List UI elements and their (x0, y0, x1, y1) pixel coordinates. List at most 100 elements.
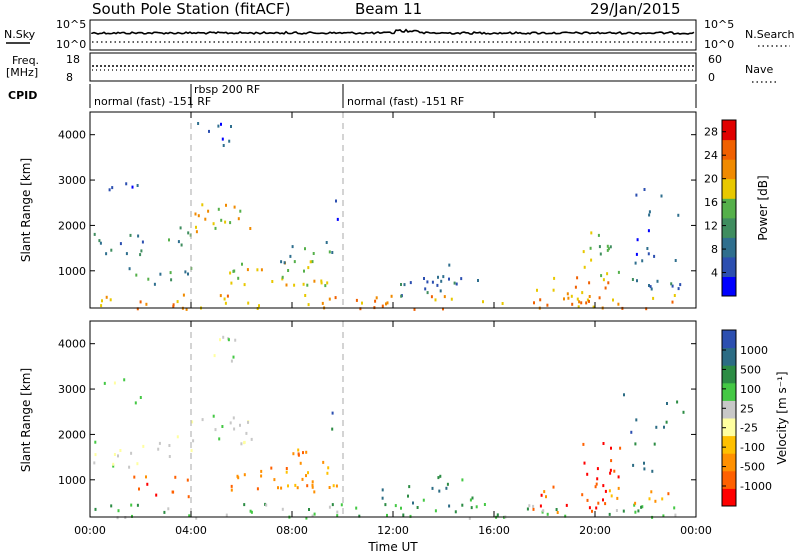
velocity-cell (674, 513, 677, 517)
velocity-cell (218, 437, 221, 441)
power-cell (400, 294, 403, 298)
power-cell (136, 307, 139, 311)
velocity-cell (270, 466, 273, 470)
velocity-cell (296, 486, 299, 490)
power-cell (355, 298, 358, 302)
velocity-cell (136, 503, 139, 507)
velocity-cell (222, 335, 225, 339)
velocity-cell (307, 471, 309, 475)
velocity-colorbar-swatch (722, 400, 736, 419)
power-cell (320, 279, 323, 283)
power-cell (239, 209, 242, 213)
velocity-cell (437, 476, 440, 480)
power-cell (247, 301, 250, 305)
power-colorbar-swatch (722, 256, 736, 277)
velocity-cell (113, 453, 116, 456)
velocity-cell (131, 514, 133, 518)
velocity-cell (545, 495, 547, 499)
power-colorbar-label: Power [dB] (756, 175, 770, 240)
power-cell (111, 186, 114, 190)
velocity-cell (128, 465, 131, 469)
velocity-cell (313, 512, 316, 516)
power-cell (424, 287, 427, 291)
velocity-cell (582, 442, 585, 446)
power-cell (440, 279, 443, 283)
velocity-cell (475, 505, 478, 509)
velocity-cell (168, 455, 171, 458)
power-panel: 1000 2000 3000 4000 Slant Range [km] 4 8 12 16… (19, 111, 770, 311)
nsky-panel: N.Sky 10^5 10^0 10^5 10^0 N.Search (4, 18, 795, 51)
velocity-cell (234, 338, 237, 342)
velocity-cell (280, 486, 283, 490)
velocity-cell (637, 509, 640, 513)
power-cell (645, 307, 648, 311)
velocity-cell (633, 503, 636, 507)
power-cell (309, 260, 312, 264)
power-colorbar-tick-label: 4 (711, 267, 718, 280)
freq-tick-bottom: 8 (66, 71, 73, 84)
power-cell (671, 284, 674, 288)
power-cell (607, 247, 610, 251)
y-tick-label: 4000 (58, 338, 86, 351)
velocity-cell (448, 504, 451, 508)
cpid-segment-1: normal (fast) -151 RF (94, 95, 211, 108)
x-tick-label: 00:00 (680, 524, 712, 537)
velocity-cell (381, 488, 384, 492)
power-cell (648, 210, 651, 214)
velocity-cell (654, 499, 657, 503)
power-cell (578, 300, 581, 304)
velocity-cell (240, 442, 243, 446)
power-cell (246, 268, 249, 272)
x-tick-label: 04:00 (175, 524, 207, 537)
velocity-colorbar-swatch (722, 470, 736, 489)
velocity-colorbar-tick-label: 25 (740, 402, 754, 415)
power-cell (646, 247, 649, 250)
velocity-colorbar-swatch (722, 347, 736, 366)
velocity-cell (623, 393, 625, 397)
velocity-cell (666, 402, 668, 405)
power-cell (590, 231, 593, 235)
velocity-cell (409, 514, 412, 518)
power-colorbar-tick-label: 8 (711, 243, 718, 256)
velocity-cell (604, 502, 607, 506)
velocity-cell (233, 427, 236, 431)
velocity-cell (187, 495, 190, 499)
power-cell (131, 185, 134, 189)
power-cell (177, 240, 180, 244)
power-cell (450, 297, 453, 301)
power-cell (576, 297, 579, 301)
velocity-cell (155, 493, 158, 497)
velocity-cell (305, 450, 308, 454)
velocity-cell (158, 441, 161, 445)
velocity-colorbar-swatch (722, 453, 736, 472)
velocity-cell (596, 467, 599, 471)
velocity-cell (602, 484, 605, 488)
velocity-cell (609, 468, 612, 472)
power-cell (229, 221, 232, 225)
power-cell (571, 302, 574, 306)
velocity-colorbar-tick-label: -500 (740, 461, 765, 474)
power-cell (176, 300, 179, 304)
velocity-cell (331, 411, 334, 415)
power-cell (553, 276, 556, 280)
power-cell (635, 193, 638, 197)
power-cell (599, 252, 602, 256)
velocity-cell (103, 381, 106, 385)
velocity-cell (130, 503, 133, 507)
power-cell (293, 283, 296, 287)
power-cell (533, 301, 535, 305)
power-colorbar-swatch (722, 139, 736, 160)
velocity-cell (400, 506, 402, 510)
power-cell (386, 301, 389, 305)
power-cell (653, 254, 656, 258)
power-cell (180, 243, 183, 247)
power-cell (140, 249, 143, 253)
power-cell (636, 279, 638, 283)
velocity-cell (301, 477, 304, 481)
power-cell (219, 294, 222, 298)
power-cell (170, 278, 173, 282)
power-cell (574, 285, 577, 289)
power-cell (649, 285, 652, 289)
power-cell (482, 300, 484, 304)
